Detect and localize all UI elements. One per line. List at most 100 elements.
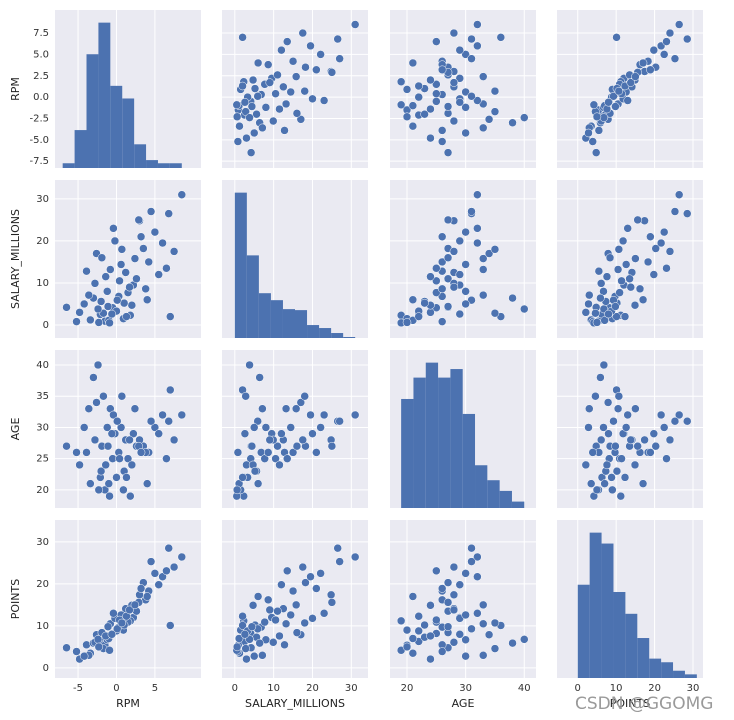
scatter-point	[252, 109, 261, 119]
histogram-bar	[499, 490, 512, 508]
scatter-point	[408, 58, 418, 68]
scatter-point	[166, 312, 175, 321]
x-tick-label: -5	[73, 683, 83, 694]
scatter-point	[130, 404, 140, 413]
scatter-point	[298, 28, 308, 38]
scatter-point	[89, 373, 98, 382]
histogram-bar	[146, 160, 158, 168]
scatter-point	[596, 435, 606, 445]
scatter-point	[107, 309, 117, 319]
scatter-point	[129, 429, 138, 438]
scatter-point	[614, 86, 624, 96]
scatter-point	[166, 621, 175, 630]
scatter-point	[301, 62, 310, 72]
scatter-point	[62, 303, 71, 312]
scatter-point	[260, 617, 269, 627]
scatter-point	[473, 224, 482, 233]
scatter-point	[432, 615, 441, 625]
histogram-bar	[589, 532, 602, 678]
scatter-point	[233, 137, 243, 146]
scatter-point	[646, 448, 655, 457]
scatter-point	[426, 631, 435, 641]
scatter-point	[414, 611, 423, 621]
scatter-point	[281, 99, 291, 109]
scatter-point	[115, 454, 124, 463]
scatter-point	[585, 290, 594, 300]
scatter-point	[414, 81, 423, 91]
scatter-point	[659, 50, 669, 59]
scatter-point	[86, 479, 95, 488]
scatter-point	[588, 448, 597, 457]
scatter-point	[127, 300, 137, 310]
scatter-point	[478, 72, 488, 81]
histogram-bar	[413, 377, 426, 508]
panel-background	[222, 520, 368, 678]
scatter-point	[104, 479, 114, 488]
scatter-point	[478, 651, 488, 660]
histogram-bar	[487, 480, 500, 508]
scatter-point	[604, 97, 613, 107]
scatter-point	[631, 254, 640, 263]
scatter-point	[638, 479, 648, 488]
scatter-point	[94, 318, 104, 327]
x-tick-label: 10	[267, 683, 280, 694]
scatter-point	[280, 126, 289, 135]
scatter-point	[142, 479, 152, 488]
scatter-point	[596, 373, 605, 382]
scatter-point	[455, 45, 465, 55]
scatter-point	[455, 270, 465, 279]
scatter-point	[177, 552, 187, 562]
scatter-point	[82, 448, 91, 457]
scatter-point	[414, 626, 423, 636]
scatter-point	[253, 479, 263, 488]
scatter-point	[408, 648, 418, 658]
scatter-point	[426, 133, 435, 143]
x-tick-label: 0	[575, 683, 581, 694]
scatter-point	[473, 572, 482, 581]
scatter-point	[263, 595, 273, 605]
scatter-point	[426, 601, 435, 610]
scatter-point	[635, 284, 645, 294]
scatter-point	[62, 441, 71, 451]
scatter-point	[169, 435, 179, 445]
scatter-point	[651, 244, 660, 253]
scatter-point	[426, 308, 435, 317]
scatter-point	[408, 101, 418, 110]
scatter-point	[269, 116, 278, 126]
scatter-point	[94, 642, 104, 652]
scatter-point	[437, 317, 447, 326]
watermark: CSDN @GGOMG	[575, 694, 713, 714]
scatter-point	[674, 410, 684, 420]
scatter-point	[614, 245, 624, 254]
scatter-point	[455, 309, 465, 319]
histogram-bar	[438, 377, 451, 508]
histogram-bar	[401, 398, 414, 508]
scatter-point	[255, 638, 264, 648]
scatter-point	[126, 491, 135, 501]
scatter-point	[682, 209, 692, 218]
scatter-point	[437, 647, 447, 656]
scatter-point	[350, 20, 360, 29]
scatter-point	[656, 410, 666, 420]
scatter-point	[242, 654, 251, 664]
scatter-point	[585, 404, 594, 413]
scatter-point	[109, 224, 118, 233]
y-axis-label: RPM	[9, 77, 22, 101]
histogram-bar	[577, 584, 590, 678]
scatter-point	[150, 227, 160, 237]
scatter-point	[238, 81, 247, 91]
scatter-point	[115, 276, 124, 286]
scatter-point	[296, 115, 306, 124]
scatter-point	[271, 454, 280, 463]
y-tick-label: 5.0	[33, 49, 49, 60]
scatter-point	[443, 215, 453, 225]
scatter-point	[633, 441, 642, 451]
scatter-point	[461, 569, 470, 578]
scatter-point	[584, 423, 593, 432]
scatter-point	[350, 552, 360, 562]
scatter-point	[682, 416, 692, 426]
scatter-point	[103, 287, 112, 296]
scatter-point	[659, 227, 669, 237]
scatter-point	[484, 115, 494, 124]
